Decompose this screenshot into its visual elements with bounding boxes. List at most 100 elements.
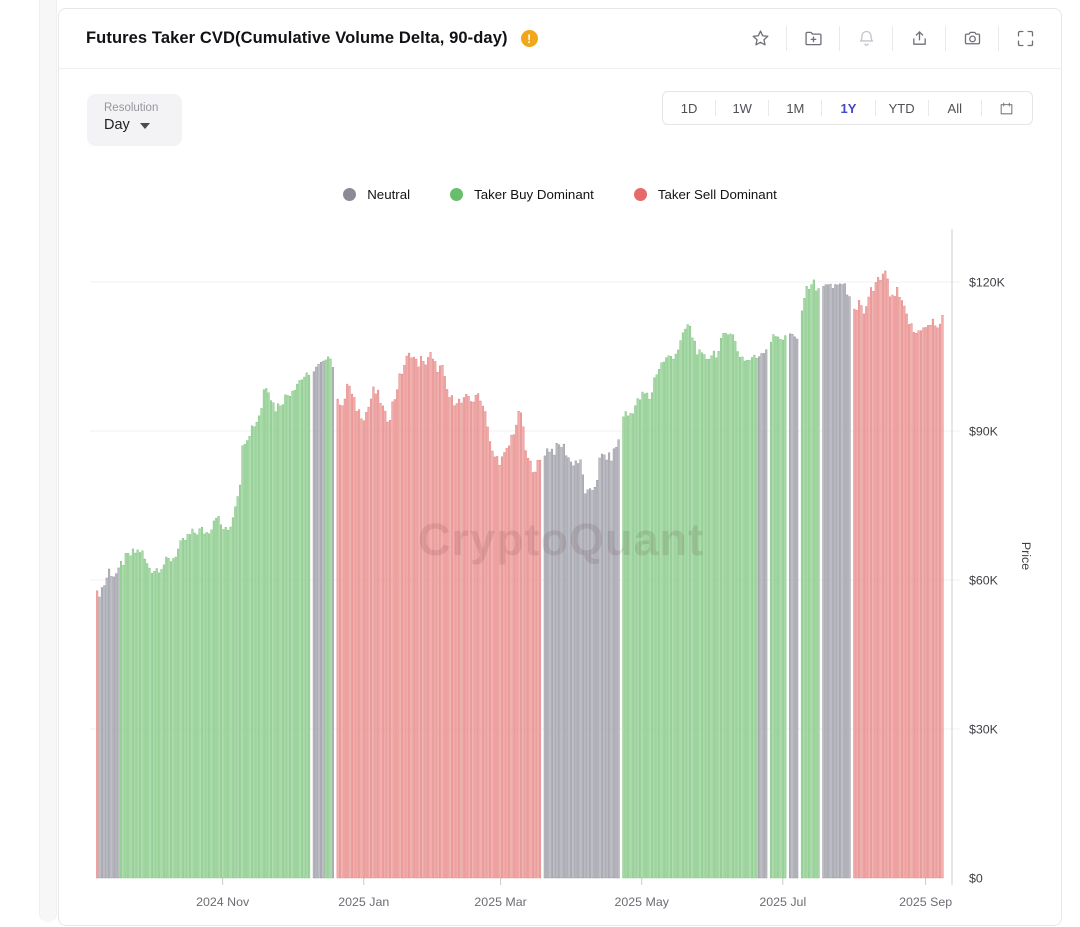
range-1y[interactable]: 1Y	[822, 92, 874, 124]
price-bar	[810, 284, 813, 879]
price-bar	[267, 392, 270, 879]
chevron-down-icon	[139, 123, 150, 129]
chart-card: Futures Taker CVD(Cumulative Volume Delt…	[58, 8, 1062, 926]
price-bar	[479, 400, 482, 879]
price-bar	[289, 395, 292, 879]
range-divider	[715, 100, 717, 116]
price-bar	[505, 447, 508, 879]
price-bar	[374, 393, 377, 879]
range-divider	[821, 100, 823, 116]
legend-item-buy[interactable]: Taker Buy Dominant	[450, 187, 594, 202]
price-bar	[574, 460, 577, 879]
price-bar	[460, 402, 463, 879]
price-bar	[424, 364, 427, 879]
price-bar	[305, 372, 308, 879]
x-tick-label: 2025 Sep	[899, 895, 952, 909]
price-bar	[853, 308, 856, 879]
price-bar	[255, 421, 258, 879]
price-bar	[331, 367, 334, 879]
price-bar	[389, 419, 392, 879]
price-bar	[148, 567, 151, 879]
price-bar	[679, 340, 682, 879]
camera-button[interactable]	[960, 27, 984, 51]
price-bar	[510, 434, 513, 879]
price-bar	[360, 418, 363, 879]
range-1w[interactable]: 1W	[716, 92, 768, 124]
price-bar	[531, 472, 534, 879]
price-bar	[719, 338, 723, 879]
price-bar	[612, 448, 615, 879]
price-bar	[631, 413, 634, 879]
price-bar	[346, 383, 349, 879]
price-bar	[439, 365, 442, 879]
price-bar	[527, 457, 530, 879]
price-bar	[567, 457, 570, 879]
price-bar	[834, 284, 837, 879]
price-bar	[372, 386, 375, 879]
price-bar	[315, 366, 318, 879]
price-bar	[600, 453, 603, 879]
range-all[interactable]: All	[929, 92, 981, 124]
folder-add-button[interactable]	[801, 27, 825, 51]
legend-item-sell[interactable]: Taker Sell Dominant	[633, 187, 777, 202]
price-bar	[672, 358, 675, 879]
price-bar	[367, 406, 370, 879]
price-bar	[169, 561, 173, 879]
price-bar	[489, 441, 492, 879]
price-bar	[627, 415, 630, 879]
price-bar	[817, 288, 820, 879]
price-bar	[119, 560, 123, 879]
price-bar	[134, 552, 137, 879]
price-bar	[781, 339, 784, 879]
price-bar	[572, 465, 575, 879]
price-bar	[136, 549, 139, 879]
share-button[interactable]	[907, 27, 931, 51]
price-bar	[560, 447, 563, 879]
fullscreen-button[interactable]	[1013, 27, 1037, 51]
price-bar	[691, 337, 694, 879]
price-bar	[172, 558, 175, 879]
price-bar	[703, 354, 706, 879]
price-bar	[550, 448, 553, 879]
bell-button[interactable]	[854, 27, 878, 51]
range-divider	[768, 100, 770, 116]
price-bar	[167, 558, 170, 879]
price-bar	[453, 405, 456, 879]
price-bar	[655, 374, 658, 879]
range-1d[interactable]: 1D	[663, 92, 715, 124]
price-bar	[596, 480, 599, 879]
price-bar	[336, 398, 339, 879]
warning-icon[interactable]: !	[520, 30, 538, 47]
price-bar	[912, 332, 915, 879]
price-bar	[665, 357, 668, 879]
price-bar	[724, 332, 727, 879]
price-bar	[922, 327, 925, 879]
price-bar	[377, 389, 380, 879]
price-bar	[650, 392, 653, 879]
price-bar	[481, 405, 484, 879]
star-button[interactable]	[748, 27, 772, 51]
price-bar	[831, 288, 834, 879]
price-bar	[519, 412, 523, 879]
price-bar	[698, 349, 701, 879]
price-bar	[717, 351, 720, 879]
price-bar	[860, 305, 863, 879]
date-picker-button[interactable]	[982, 92, 1032, 124]
price-bar	[865, 306, 868, 879]
cvd-chart[interactable]: $0 $30K $60K $90K $120K Price 2024 Nov 2025 Jan…	[59, 223, 1063, 927]
resolution-dropdown[interactable]: Resolution Day	[87, 94, 182, 146]
legend-label: Taker Buy Dominant	[474, 187, 594, 202]
legend-dot-neutral	[343, 188, 357, 201]
range-ytd[interactable]: YTD	[876, 92, 928, 124]
range-1m[interactable]: 1M	[769, 92, 821, 124]
price-bar	[846, 294, 849, 879]
price-bar	[848, 296, 851, 879]
price-bar	[919, 330, 923, 879]
legend-item-neutral[interactable]: Neutral	[343, 187, 410, 202]
price-bar	[555, 442, 558, 879]
left-gutter	[39, 0, 57, 922]
price-bar	[739, 357, 742, 879]
camera-icon	[964, 31, 980, 45]
price-bar	[917, 330, 920, 879]
price-bar	[500, 456, 503, 879]
